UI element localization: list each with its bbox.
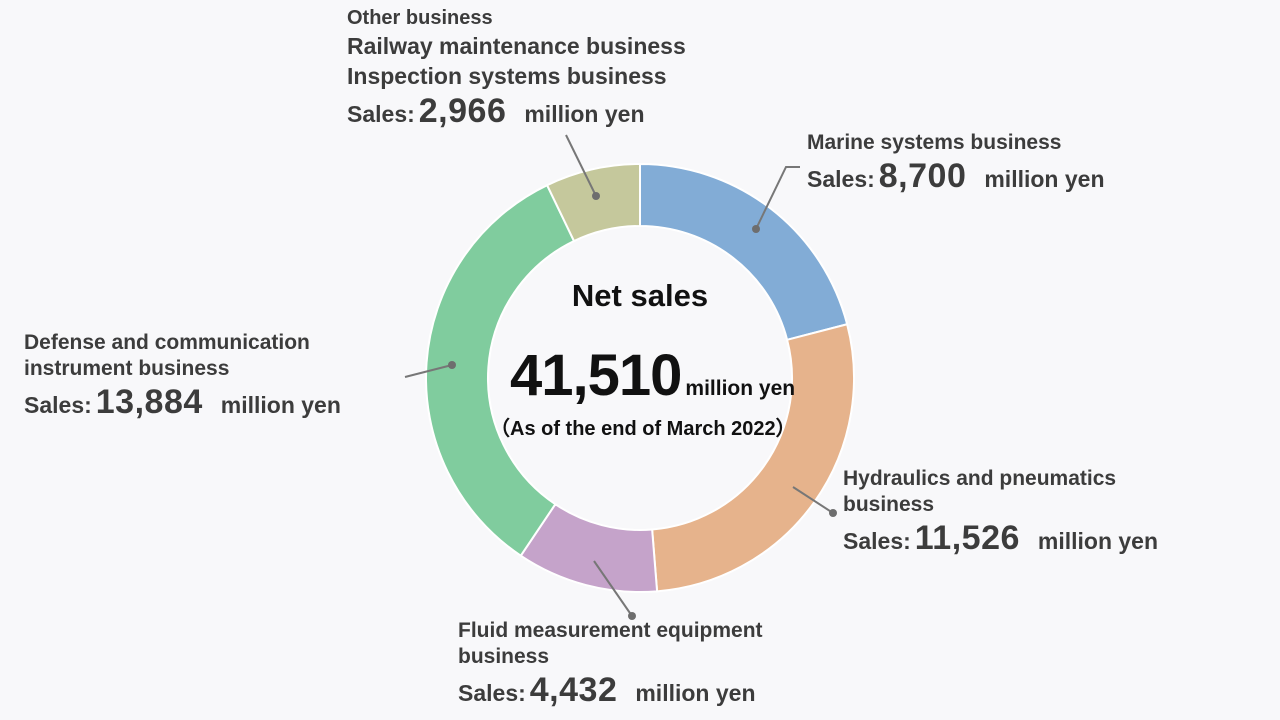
leader-line [565, 134, 597, 197]
sales-prefix: Sales: [458, 680, 526, 706]
slice-label: Defense and communication instrument busi… [24, 330, 341, 425]
leader-line [593, 560, 633, 617]
sales-unit: million yen [984, 166, 1105, 192]
slice-label-name: Defense and communication [24, 331, 310, 354]
sales-value: 8,700 [878, 157, 967, 195]
center-total: 41,510 million yen [510, 342, 795, 409]
sales-prefix: Sales: [24, 392, 92, 418]
sales-value: 13,884 [95, 383, 203, 421]
slice-label-name: business [458, 645, 550, 668]
sales-prefix: Sales: [807, 166, 875, 192]
leader-dot [829, 509, 837, 517]
donut-slice [651, 323, 855, 593]
leader-dot [752, 225, 760, 233]
slice-label-name: Hydraulics and pneumatics [843, 467, 1117, 490]
slice-label: Fluid measurement equipment business Sales… [458, 618, 763, 713]
donut-slice [545, 162, 641, 243]
sales-unit: million yen [635, 680, 756, 706]
slice-label-name: Other business [347, 7, 493, 29]
slice-label: Other business Railway maintenance busine… [347, 5, 686, 134]
slice-label-name: instrument business [24, 357, 230, 380]
center-total-value: 41,510 [510, 343, 682, 408]
donut-slice [425, 183, 576, 558]
sales-value: 4,432 [529, 671, 618, 709]
slice-label-sales: Sales: 11,526 million yen [843, 518, 1158, 561]
center-title: Net sales [571, 278, 709, 313]
sales-prefix: Sales: [843, 528, 911, 554]
leader-dot [592, 192, 600, 200]
leader-line [755, 166, 800, 230]
slice-label-sales: Sales: 13,884 million yen [24, 382, 341, 425]
center-total-unit: million yen [685, 377, 796, 400]
leader-dot [628, 612, 636, 620]
leader-line [792, 486, 834, 514]
center-note: （As of the end of March 2022） [490, 418, 796, 440]
slice-label-sales: Sales: 2,966 million yen [347, 91, 686, 134]
sales-unit: million yen [1037, 528, 1159, 554]
slice-label-name: Marine systems business [807, 131, 1062, 154]
sales-value: 2,966 [418, 92, 507, 130]
slice-label-sales: Sales: 8,700 million yen [807, 156, 1105, 199]
leader-dot [448, 361, 456, 369]
sales-prefix: Sales: [347, 101, 415, 127]
sales-value: 11,526 [914, 519, 1020, 557]
slice-label: Hydraulics and pneumatics business Sales: 1… [843, 466, 1158, 561]
sales-unit: million yen [220, 392, 341, 418]
slice-label-name: Railway maintenance business [347, 33, 686, 59]
slice-label-sales: Sales: 4,432 million yen [458, 670, 763, 713]
slice-label-name: business [843, 493, 935, 516]
slice-label-name: Fluid measurement equipment [458, 619, 763, 642]
leader-line [404, 364, 453, 378]
sales-unit: million yen [524, 101, 645, 127]
slice-label: Marine systems business Sales: 8,700 millio… [807, 130, 1105, 199]
slice-label-name: Inspection systems business [347, 63, 667, 89]
